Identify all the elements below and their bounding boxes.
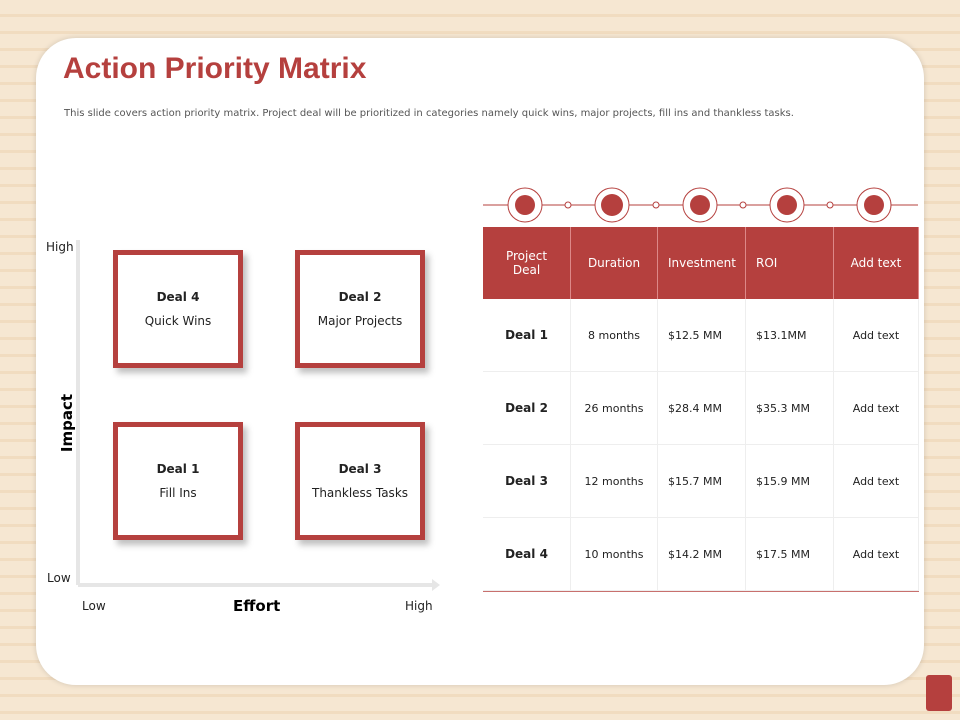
table-cell: Deal 3 bbox=[483, 445, 571, 518]
quadrant-label: Fill Ins bbox=[159, 486, 197, 500]
table-cell: 12 months bbox=[571, 445, 658, 518]
table-header: Add text bbox=[834, 227, 919, 299]
quadrant-box: Deal 4 Quick Wins bbox=[113, 250, 243, 368]
y-axis-low: Low bbox=[47, 571, 71, 585]
table-cell: Add text bbox=[834, 445, 919, 518]
table-cell: $12.5 MM bbox=[658, 299, 746, 372]
quadrant-box: Deal 3 Thankless Tasks bbox=[295, 422, 425, 540]
quadrant-label: Quick Wins bbox=[144, 314, 212, 328]
quadrant-label: Thankless Tasks bbox=[311, 486, 409, 500]
table-cell: Deal 2 bbox=[483, 372, 571, 445]
description: This slide covers action priority matrix… bbox=[64, 108, 794, 119]
quadrant-deal: Deal 2 bbox=[338, 290, 382, 304]
x-axis-high: High bbox=[405, 599, 433, 613]
quadrant-box: Deal 1 Fill Ins bbox=[113, 422, 243, 540]
table-cell: Deal 4 bbox=[483, 518, 571, 591]
table-cell: $13.1MM bbox=[746, 299, 834, 372]
table-cell: Add text bbox=[834, 299, 919, 372]
quadrant-deal: Deal 3 bbox=[338, 462, 382, 476]
table-cell: $15.7 MM bbox=[658, 445, 746, 518]
table-cell: $17.5 MM bbox=[746, 518, 834, 591]
table-header: Duration bbox=[571, 227, 658, 299]
quadrant-deal: Deal 1 bbox=[156, 462, 200, 476]
table-cell: $15.9 MM bbox=[746, 445, 834, 518]
title: Action Priority Matrix bbox=[63, 52, 367, 85]
table-cell: 8 months bbox=[571, 299, 658, 372]
y-axis-high: High bbox=[46, 240, 74, 254]
table-cell: Deal 1 bbox=[483, 299, 571, 372]
quadrant-label: Major Projects bbox=[317, 314, 403, 328]
table-header: Project Deal bbox=[483, 227, 571, 299]
y-axis-label: Impact bbox=[58, 393, 77, 453]
table-cell: 10 months bbox=[571, 518, 658, 591]
x-axis-low: Low bbox=[82, 599, 106, 613]
table-cell: 26 months bbox=[571, 372, 658, 445]
table-cell: $35.3 MM bbox=[746, 372, 834, 445]
table-cell: Add text bbox=[834, 518, 919, 591]
table-cell: $28.4 MM bbox=[658, 372, 746, 445]
table-header: Investment bbox=[658, 227, 746, 299]
table-header: ROI bbox=[746, 227, 834, 299]
table-cell: $14.2 MM bbox=[658, 518, 746, 591]
quadrant-deal: Deal 4 bbox=[156, 290, 200, 304]
table-cell: Add text bbox=[834, 372, 919, 445]
quadrant-box: Deal 2 Major Projects bbox=[295, 250, 425, 368]
x-axis-label: Effort bbox=[233, 597, 281, 615]
